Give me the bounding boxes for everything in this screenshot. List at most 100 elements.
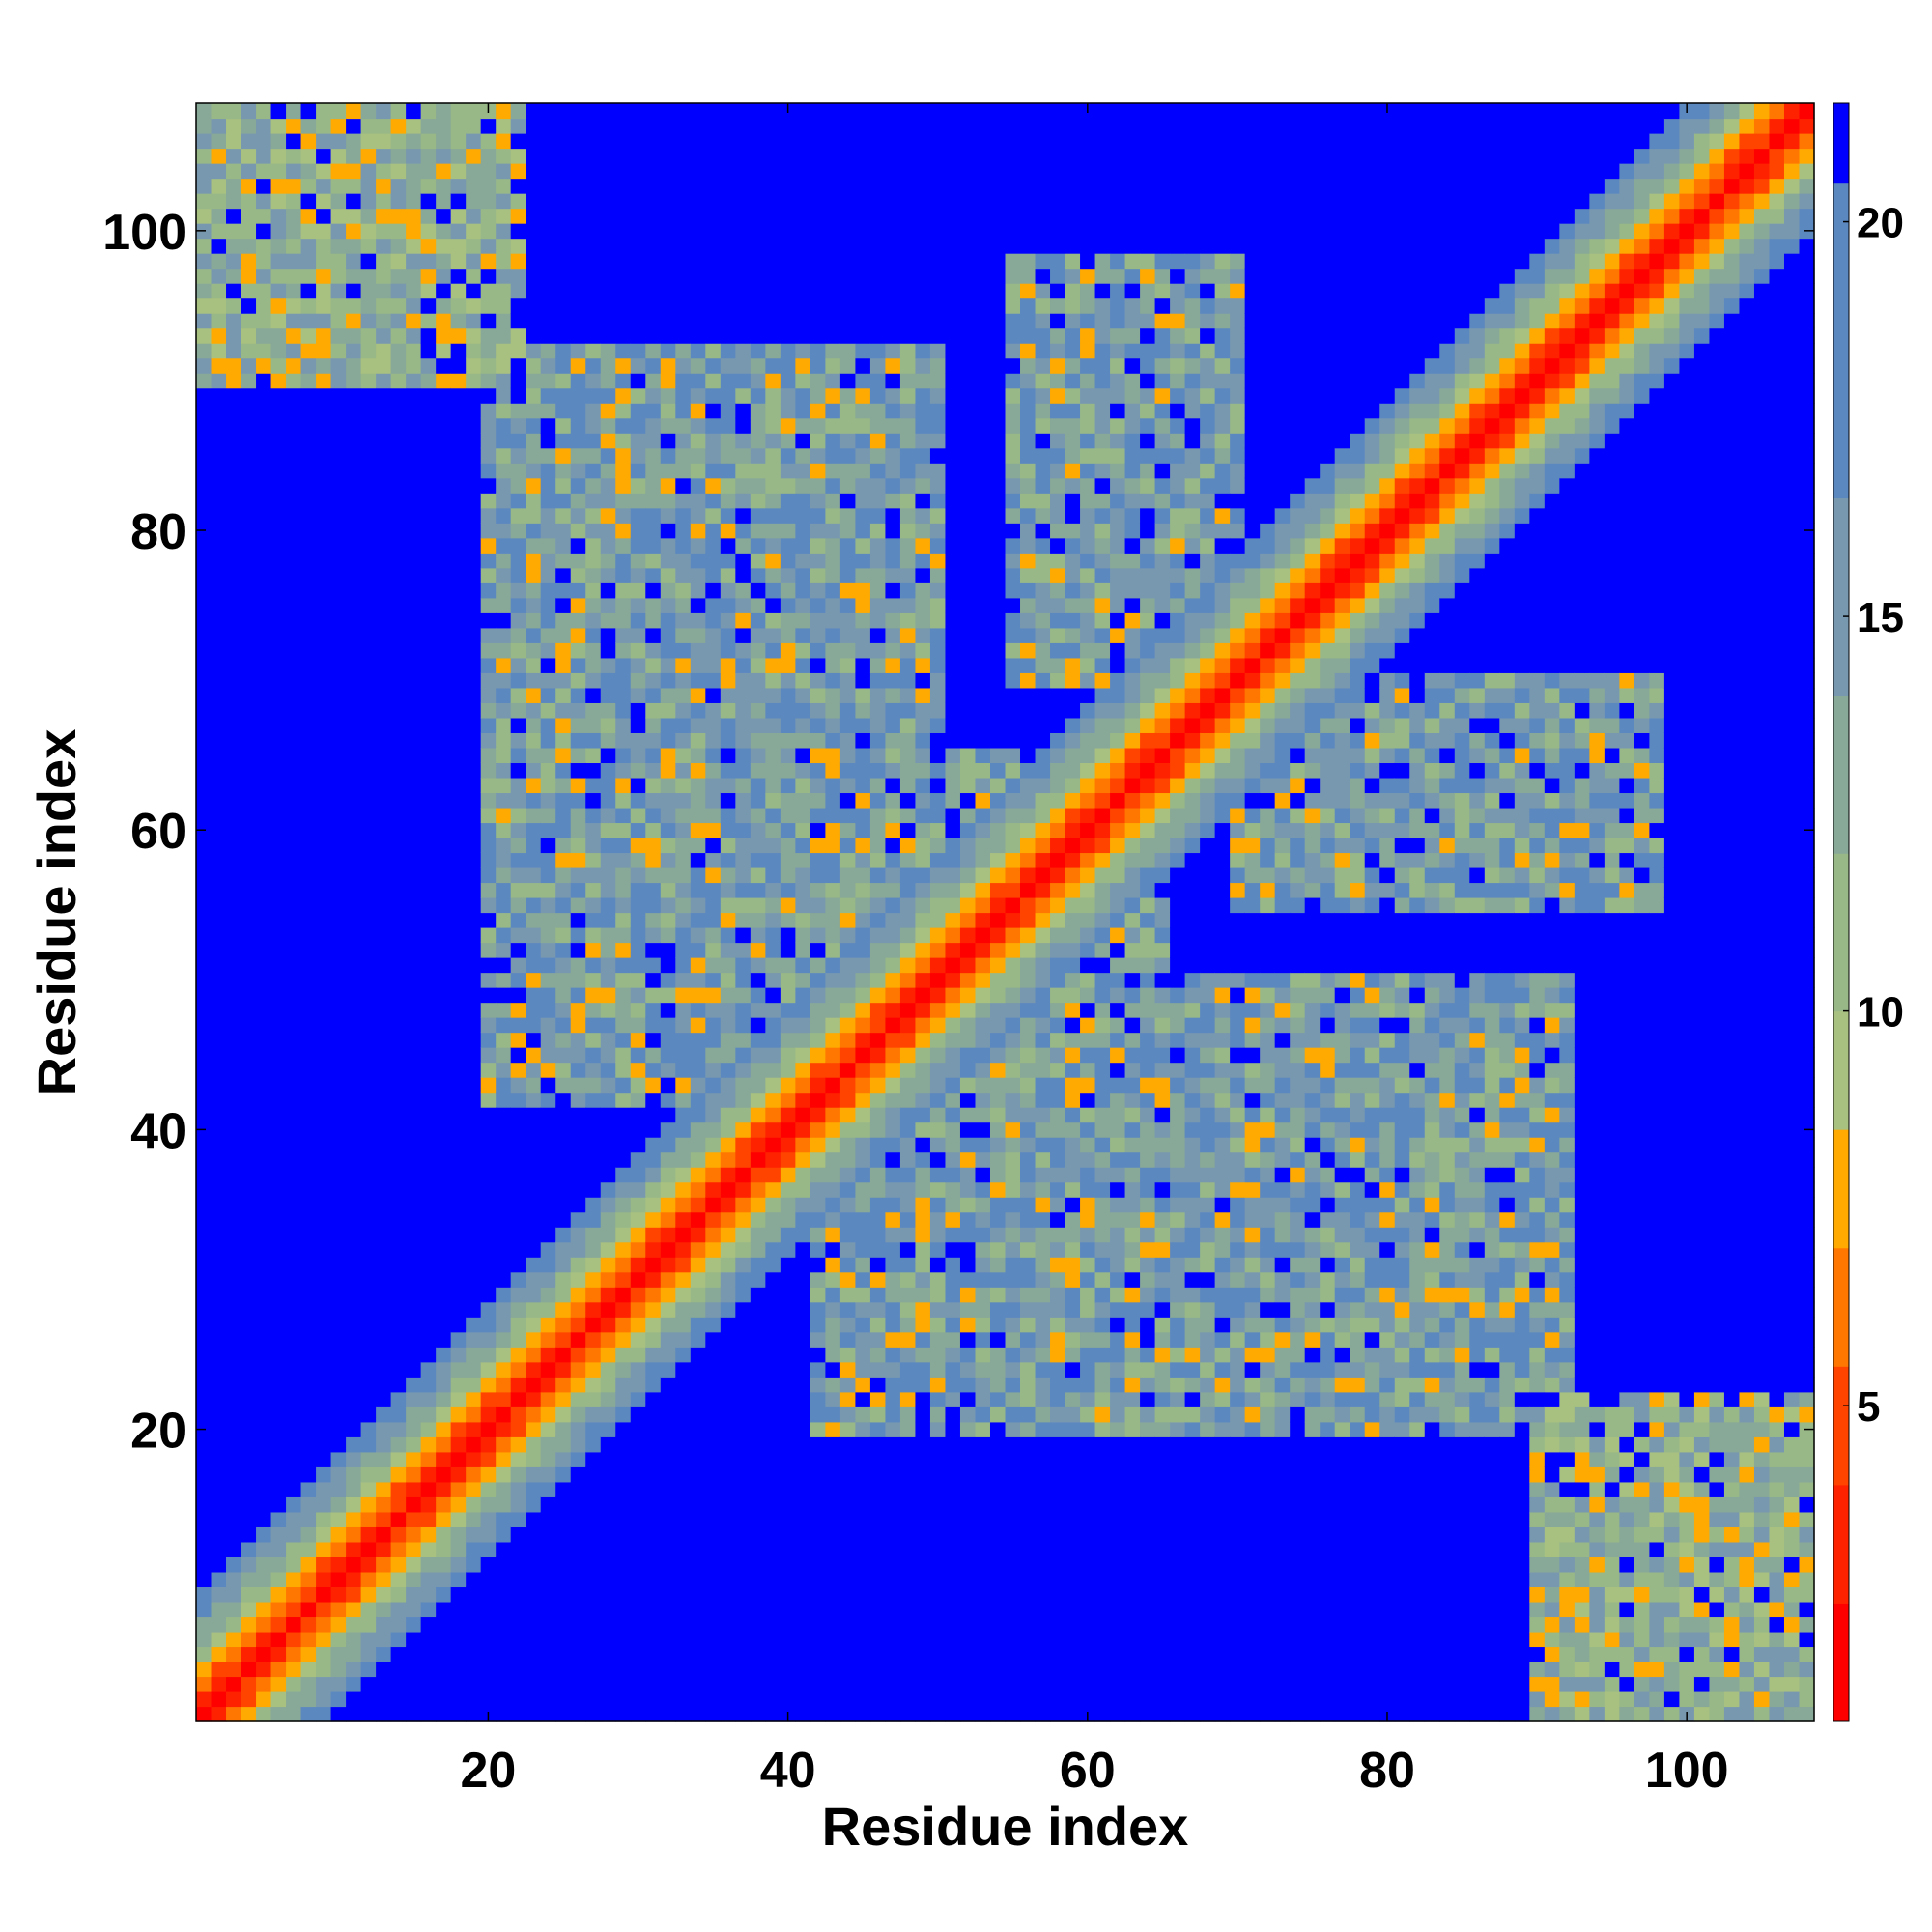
heatmap-cell xyxy=(585,822,602,838)
heatmap-cell xyxy=(510,1676,526,1692)
heatmap-cell xyxy=(450,507,467,524)
heatmap-cell xyxy=(765,163,781,180)
heatmap-cell xyxy=(406,792,422,809)
heatmap-cell xyxy=(720,942,736,958)
heatmap-cell xyxy=(510,1181,526,1198)
heatmap-cell xyxy=(585,1466,602,1483)
heatmap-cell xyxy=(346,283,362,299)
heatmap-cell xyxy=(630,253,646,270)
heatmap-cell xyxy=(316,1601,332,1618)
heatmap-cell xyxy=(570,463,586,479)
heatmap-cell xyxy=(839,792,857,809)
heatmap-cell xyxy=(226,1466,242,1483)
heatmap-cell xyxy=(360,896,377,914)
heatmap-cell xyxy=(585,1421,602,1437)
heatmap-cell xyxy=(869,148,887,164)
heatmap-cell xyxy=(420,1706,437,1722)
heatmap-cell xyxy=(256,927,272,944)
heatmap-cell xyxy=(735,1151,752,1168)
heatmap-cell xyxy=(585,807,602,824)
heatmap-cell xyxy=(780,268,796,284)
heatmap-cell xyxy=(480,1466,497,1483)
heatmap-cell xyxy=(196,1331,213,1348)
heatmap-cell xyxy=(630,1571,646,1588)
heatmap-cell xyxy=(765,1137,781,1153)
heatmap-cell xyxy=(330,1241,347,1258)
heatmap-cell xyxy=(825,1347,841,1363)
heatmap-cell xyxy=(286,747,302,764)
heatmap-cell xyxy=(346,417,362,434)
heatmap-cell xyxy=(600,807,616,824)
heatmap-cell xyxy=(555,597,572,613)
heatmap-cell xyxy=(780,1391,796,1407)
heatmap-cell xyxy=(585,1690,602,1708)
heatmap-cell xyxy=(330,1181,347,1198)
heatmap-cell xyxy=(600,1601,616,1618)
heatmap-cell xyxy=(226,238,242,254)
heatmap-cell xyxy=(226,672,242,689)
heatmap-cell xyxy=(735,343,752,359)
heatmap-cell xyxy=(765,553,781,569)
heatmap-cell xyxy=(480,1181,497,1198)
heatmap-cell xyxy=(211,493,227,509)
heatmap-cell xyxy=(705,747,722,764)
heatmap-cell xyxy=(765,657,781,673)
heatmap-cell xyxy=(765,507,781,524)
heatmap-cell xyxy=(585,238,602,254)
heatmap-cell xyxy=(555,1421,572,1437)
heatmap-cell xyxy=(750,807,766,824)
heatmap-cell xyxy=(645,1257,662,1273)
heatmap-cell xyxy=(450,537,467,554)
heatmap-cell xyxy=(420,1481,437,1497)
heatmap-cell xyxy=(720,1347,736,1363)
heatmap-cell xyxy=(256,896,272,914)
heatmap-cell xyxy=(420,1556,437,1573)
heatmap-cell xyxy=(466,1571,482,1588)
heatmap-cell xyxy=(570,987,586,1004)
heatmap-cell xyxy=(436,852,452,868)
heatmap-cell xyxy=(346,373,362,389)
heatmap-cell xyxy=(376,1331,392,1348)
heatmap-cell xyxy=(241,1511,257,1527)
heatmap-cell xyxy=(450,1151,467,1168)
heatmap-cell xyxy=(466,867,482,884)
heatmap-cell xyxy=(555,1317,572,1333)
heatmap-cell xyxy=(765,1496,781,1513)
heatmap-cell xyxy=(825,1197,841,1213)
heatmap-cell xyxy=(226,1122,242,1138)
heatmap-cell xyxy=(496,1616,512,1633)
heatmap-cell xyxy=(376,1661,392,1678)
heatmap-cell xyxy=(570,1421,586,1437)
heatmap-cell xyxy=(855,1526,871,1543)
heatmap-cell xyxy=(211,403,227,419)
heatmap-cell xyxy=(526,417,542,434)
heatmap-cell xyxy=(420,672,437,689)
heatmap-cell xyxy=(615,717,632,733)
heatmap-cell xyxy=(555,1406,572,1423)
heatmap-cell xyxy=(780,403,796,419)
heatmap-cell xyxy=(839,1406,857,1423)
heatmap-cell xyxy=(436,417,452,434)
heatmap-cell xyxy=(496,313,512,329)
heatmap-cell xyxy=(855,313,871,329)
heatmap-cell xyxy=(510,627,526,643)
heatmap-cell xyxy=(869,553,887,569)
heatmap-cell xyxy=(615,1661,632,1678)
heatmap-cell xyxy=(256,387,272,404)
heatmap-cell xyxy=(825,1211,841,1228)
heatmap-cell xyxy=(735,327,752,344)
heatmap-cell xyxy=(196,1646,213,1662)
heatmap-cell xyxy=(615,972,632,988)
heatmap-cell xyxy=(570,1541,586,1557)
heatmap-cell xyxy=(585,1676,602,1692)
heatmap-cell xyxy=(196,792,213,809)
heatmap-cell xyxy=(270,957,287,974)
heatmap-cell xyxy=(316,1107,332,1123)
heatmap-cell xyxy=(585,1257,602,1273)
heatmap-cell xyxy=(839,896,857,914)
heatmap-cell xyxy=(645,1481,662,1497)
heatmap-cell xyxy=(630,417,646,434)
heatmap-cell xyxy=(645,507,662,524)
heatmap-cell xyxy=(630,1257,646,1273)
heatmap-cell xyxy=(510,942,526,958)
